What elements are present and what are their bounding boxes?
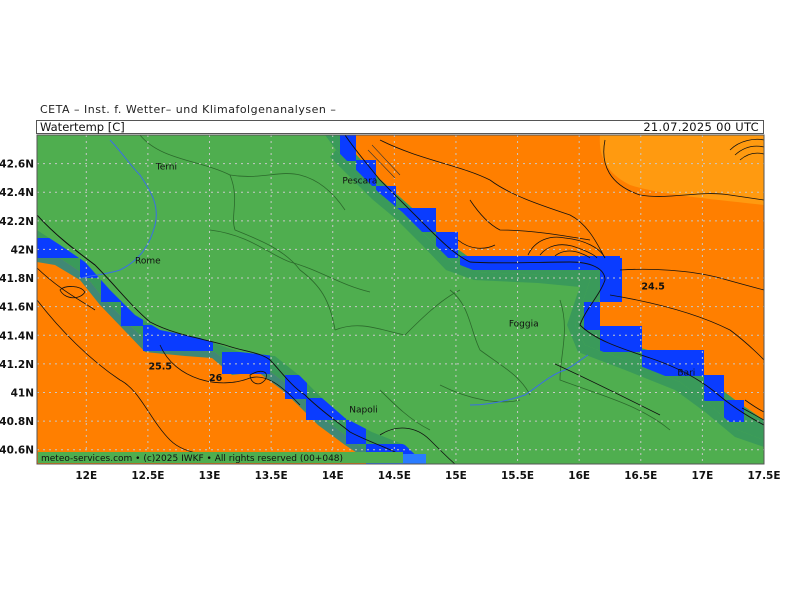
map-layers xyxy=(37,135,764,464)
datetime-label: 21.07.2025 00 UTC xyxy=(643,120,759,134)
graticule xyxy=(37,135,764,464)
latitude-tick-label: 41.6N xyxy=(0,302,34,314)
city-label: Foggia xyxy=(509,320,539,330)
latitude-ticks: 42.6N 42.4N 42.2N 42N 41.8N 41.6N 41.4N 41.2N 41… xyxy=(0,159,34,457)
city-label: Terni xyxy=(155,162,177,172)
credit-text: meteo-services.com • (c)2025 IWKF • All … xyxy=(41,454,343,464)
parameter-label: Watertemp [C] xyxy=(40,120,125,134)
longitude-ticks: 12E 12.5E 13E 13.5E 14E 14.5E 15E 15.5E 16E 16.5E… xyxy=(75,470,780,482)
longitude-tick-label: 12E xyxy=(75,470,97,482)
isotherm-labels: 24.5 25.5 26 xyxy=(148,281,664,384)
adriatic-inner-band xyxy=(330,150,764,447)
warm-sea-patch xyxy=(599,135,764,205)
latitude-tick-label: 40.6N xyxy=(0,445,34,457)
longitude-tick-label: 13E xyxy=(199,470,221,482)
longitude-tick-label: 17.5E xyxy=(747,470,780,482)
longitude-tick-label: 16.5E xyxy=(624,470,657,482)
latitude-tick-label: 41.2N xyxy=(0,359,34,371)
isotherm-label: 26 xyxy=(209,373,223,384)
longitude-tick-label: 14E xyxy=(322,470,344,482)
longitude-tick-label: 17E xyxy=(691,470,713,482)
hatched-area xyxy=(367,144,401,179)
title-bar: Watertemp [C] 21.07.2025 00 UTC xyxy=(36,120,764,134)
latitude-tick-label: 40.8N xyxy=(0,416,34,428)
longitude-tick-label: 12.5E xyxy=(131,470,164,482)
city-labels: Terni Pescara Rome Foggia Napoli Bari xyxy=(135,162,695,415)
latitude-tick-label: 41.4N xyxy=(0,330,34,342)
latitude-tick-label: 42N xyxy=(11,244,34,256)
longitude-tick-label: 16E xyxy=(568,470,590,482)
coastline-west-north xyxy=(37,214,96,266)
city-label: Pescara xyxy=(342,177,377,187)
isotherm-contours xyxy=(37,138,764,464)
city-label: Rome xyxy=(135,257,161,267)
coastline xyxy=(37,135,764,464)
longitude-tick-label: 15E xyxy=(445,470,467,482)
land-core xyxy=(37,135,764,464)
plot-frame xyxy=(36,134,765,465)
credit-background xyxy=(38,452,403,463)
longitude-tick-label: 13.5E xyxy=(255,470,288,482)
isotherm-label: 25.5 xyxy=(148,362,171,373)
isotherm-label: 24.5 xyxy=(641,281,664,292)
city-label: Bari xyxy=(677,368,695,378)
latitude-tick-label: 41.8N xyxy=(0,273,34,285)
source-line: CETA – Inst. f. Wetter– und Klimafolgena… xyxy=(40,103,337,116)
city-label: Napoli xyxy=(349,406,377,416)
longitude-tick-label: 15.5E xyxy=(501,470,534,482)
latitude-tick-label: 42.6N xyxy=(0,159,34,171)
longitude-tick-label: 14.5E xyxy=(378,470,411,482)
rivers xyxy=(81,139,589,406)
latitude-tick-label: 42.4N xyxy=(0,187,34,199)
latitude-tick-label: 42.2N xyxy=(0,216,34,228)
latitude-tick-label: 41N xyxy=(11,387,34,399)
